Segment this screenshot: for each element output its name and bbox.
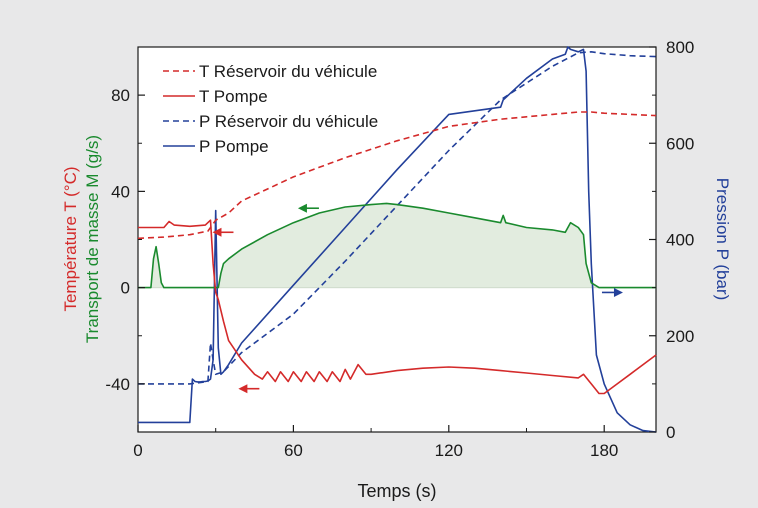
legend-label: P Réservoir du véhicule — [199, 112, 378, 131]
legend-item-t-pompe: T Pompe — [163, 87, 268, 106]
arrow-t-reservoir-du-vehicule — [212, 227, 234, 237]
x-tick-label: 180 — [590, 441, 618, 460]
y-left-tick-label: 40 — [111, 182, 130, 201]
y-right-tick-label: 800 — [666, 38, 694, 57]
y-axis-label-mass-transport: Transport de masse M (g/s) — [83, 135, 102, 343]
y-left-tick-label: 0 — [121, 279, 130, 298]
arrow-p-pompe — [601, 287, 623, 297]
legend-label: P Pompe — [199, 137, 269, 156]
series-line-transport-de-masse-m — [138, 202, 656, 289]
y-axis-label-temperature: Température T (°C) — [61, 166, 80, 311]
y-left-tick-label: -40 — [105, 375, 130, 394]
x-tick-label: 0 — [133, 441, 142, 460]
series-fill-transport-de-masse-m — [138, 203, 656, 288]
legend: T Réservoir du véhicule T Pompe P Réservoi… — [163, 62, 378, 156]
y-left-tick-label: 80 — [111, 86, 130, 105]
arrow-transport-de-masse-m — [297, 203, 319, 213]
series-layer — [137, 46, 657, 433]
x-axis-label: Temps (s) — [357, 481, 436, 501]
annotation-arrows — [212, 203, 623, 394]
legend-item-t-reservoir-du-vehicule: T Réservoir du véhicule — [163, 62, 377, 81]
series-line-t-reservoir-du-vehicule — [137, 111, 657, 240]
y-axis-label-pressure: Pression P (bar) — [713, 178, 732, 301]
x-tick-label: 120 — [435, 441, 463, 460]
series-line-t-pompe — [138, 219, 657, 395]
legend-item-p-pompe: P Pompe — [163, 137, 269, 156]
x-tick-label: 60 — [284, 441, 303, 460]
y-right-tick-label: 200 — [666, 327, 694, 346]
legend-item-p-reservoir-du-vehicule: P Réservoir du véhicule — [163, 112, 378, 131]
series-line-p-pompe — [138, 46, 657, 433]
y-right-tick-label: 600 — [666, 134, 694, 153]
y-right-tick-label: 0 — [666, 423, 675, 442]
legend-label: T Pompe — [199, 87, 268, 106]
legend-label: T Réservoir du véhicule — [199, 62, 377, 81]
y-right-tick-label: 400 — [666, 231, 694, 250]
arrow-t-pompe — [238, 384, 260, 394]
